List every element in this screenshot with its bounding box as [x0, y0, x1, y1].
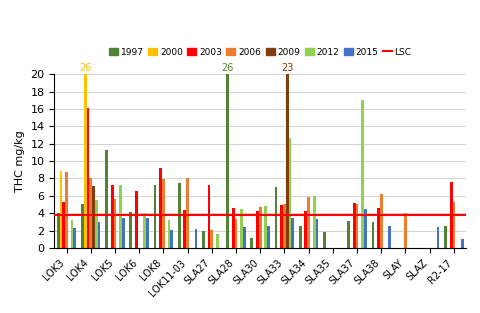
- Bar: [255, 212, 258, 248]
- Bar: [84, 74, 86, 248]
- Bar: [183, 210, 186, 248]
- Text: 23: 23: [280, 63, 293, 73]
- Legend: 1997, 2000, 2003, 2006, 2009, 2012, 2015, LSC: 1997, 2000, 2003, 2006, 2009, 2012, 2015…: [105, 44, 414, 60]
- Bar: [298, 226, 301, 248]
- Bar: [250, 238, 252, 248]
- Bar: [57, 213, 60, 248]
- Bar: [105, 150, 108, 248]
- Bar: [355, 204, 358, 248]
- Bar: [146, 218, 149, 248]
- Bar: [443, 226, 446, 248]
- Bar: [92, 186, 95, 248]
- Bar: [110, 185, 113, 248]
- Bar: [97, 222, 100, 248]
- Bar: [231, 208, 234, 248]
- Bar: [347, 221, 349, 248]
- Bar: [240, 209, 242, 248]
- Bar: [162, 179, 165, 248]
- Bar: [86, 108, 89, 248]
- Bar: [207, 185, 210, 248]
- Bar: [371, 222, 373, 248]
- Bar: [274, 187, 277, 248]
- Bar: [323, 232, 325, 248]
- Bar: [73, 228, 76, 248]
- Bar: [71, 220, 73, 248]
- Bar: [242, 227, 245, 248]
- Bar: [186, 178, 189, 248]
- Bar: [285, 74, 288, 248]
- Bar: [304, 211, 307, 248]
- Bar: [129, 212, 132, 248]
- Y-axis label: THC mg/kg: THC mg/kg: [15, 130, 25, 192]
- Bar: [282, 204, 285, 248]
- Bar: [113, 199, 116, 248]
- Bar: [352, 203, 355, 248]
- Bar: [291, 218, 294, 248]
- Bar: [81, 204, 84, 248]
- Bar: [167, 220, 170, 248]
- Bar: [258, 207, 261, 248]
- Bar: [65, 172, 68, 248]
- Bar: [62, 202, 65, 248]
- Bar: [121, 218, 124, 248]
- Bar: [379, 194, 382, 248]
- Bar: [307, 197, 310, 248]
- Bar: [403, 213, 406, 248]
- Bar: [452, 202, 455, 248]
- Bar: [135, 192, 137, 248]
- Bar: [143, 213, 146, 248]
- Bar: [89, 177, 92, 248]
- Text: 26: 26: [221, 63, 233, 73]
- Bar: [312, 196, 315, 248]
- Bar: [280, 205, 282, 248]
- Bar: [170, 230, 173, 248]
- Bar: [387, 226, 390, 248]
- Bar: [216, 234, 218, 248]
- Bar: [95, 200, 97, 248]
- Bar: [315, 219, 318, 248]
- Bar: [285, 74, 288, 248]
- Bar: [376, 208, 379, 248]
- Bar: [159, 168, 162, 248]
- Bar: [84, 74, 86, 248]
- Bar: [360, 100, 363, 248]
- Bar: [226, 74, 228, 248]
- Bar: [264, 206, 266, 248]
- Bar: [153, 185, 156, 248]
- Bar: [210, 230, 213, 248]
- Bar: [436, 227, 439, 248]
- Bar: [234, 219, 237, 248]
- Bar: [178, 183, 180, 248]
- Bar: [226, 74, 228, 248]
- Bar: [460, 239, 463, 248]
- Bar: [60, 171, 62, 248]
- Bar: [194, 229, 197, 248]
- Bar: [288, 138, 291, 248]
- Bar: [363, 209, 366, 248]
- Bar: [266, 226, 269, 248]
- Bar: [119, 185, 121, 248]
- Text: 26: 26: [79, 63, 91, 73]
- Bar: [202, 231, 204, 248]
- Bar: [449, 182, 452, 248]
